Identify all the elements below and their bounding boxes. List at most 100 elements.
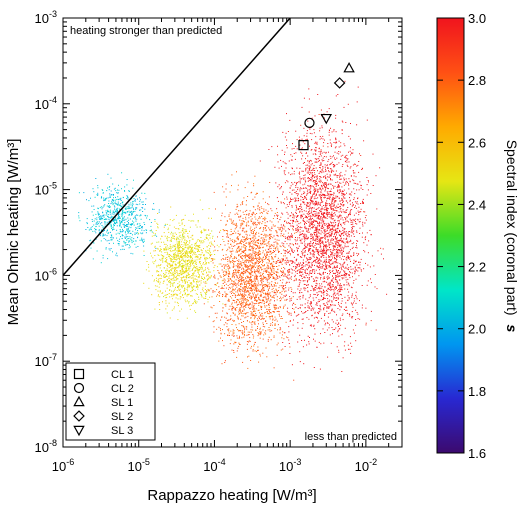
scatter-point — [101, 225, 103, 226]
scatter-point — [327, 277, 329, 279]
scatter-point — [237, 347, 239, 349]
scatter-point — [206, 279, 208, 281]
scatter-point — [242, 311, 244, 312]
scatter-point — [326, 184, 327, 186]
scatter-point — [93, 209, 95, 210]
scatter-point — [257, 245, 259, 247]
scatter-point — [296, 224, 298, 226]
scatter-point — [237, 317, 239, 319]
scatter-point — [182, 271, 184, 273]
scatter-point — [344, 231, 346, 233]
scatter-point — [351, 296, 353, 298]
scatter-point — [276, 271, 278, 273]
scatter-point — [96, 250, 98, 252]
scatter-point — [250, 279, 252, 280]
scatter-point — [267, 282, 269, 284]
scatter-point — [249, 245, 251, 247]
scatter-point — [281, 260, 283, 262]
scatter-point — [186, 268, 188, 269]
scatter-point — [178, 267, 180, 269]
scatter-point — [185, 271, 187, 273]
scatter-point — [92, 258, 94, 260]
scatter-point — [200, 292, 202, 294]
scatter-point — [170, 258, 172, 260]
scatter-point — [232, 306, 234, 308]
scatter-point — [287, 272, 289, 274]
scatter-point — [246, 348, 248, 350]
scatter-point — [253, 345, 255, 347]
scatter-point — [296, 270, 298, 272]
scatter-point — [237, 280, 239, 281]
scatter-point — [297, 189, 299, 191]
scatter-point — [330, 252, 332, 254]
scatter-point — [338, 275, 340, 277]
scatter-point — [157, 247, 159, 249]
scatter-point — [110, 217, 112, 219]
scatter-point — [200, 242, 202, 244]
scatter-point — [153, 250, 155, 252]
scatter-point — [317, 217, 319, 219]
scatter-point — [295, 267, 297, 269]
scatter-point — [230, 251, 232, 253]
scatter-point — [185, 263, 187, 265]
scatter-point — [269, 266, 271, 268]
scatter-point — [258, 258, 260, 260]
scatter-point — [243, 255, 245, 257]
scatter-point — [245, 233, 247, 235]
scatter-point — [234, 213, 236, 215]
scatter-point — [238, 270, 239, 272]
scatter-point — [218, 295, 220, 297]
scatter-point — [254, 253, 256, 255]
scatter-point — [150, 243, 152, 245]
scatter-point — [273, 367, 275, 369]
scatter-point — [333, 215, 335, 217]
scatter-point — [262, 299, 264, 301]
scatter-point — [322, 193, 323, 195]
scatter-point — [187, 260, 189, 262]
scatter-point — [94, 228, 96, 230]
scatter-point — [331, 263, 333, 265]
scatter-point — [184, 246, 186, 248]
scatter-point — [181, 235, 183, 237]
scatter-point — [333, 296, 335, 298]
scatter-point — [243, 326, 244, 328]
scatter-point — [191, 275, 193, 277]
scatter-point — [226, 259, 228, 260]
scatter-point — [257, 328, 258, 329]
scatter-point — [135, 207, 137, 209]
scatter-point — [197, 280, 199, 282]
scatter-point — [159, 258, 161, 260]
scatter-point — [192, 269, 194, 271]
scatter-point — [347, 181, 348, 183]
scatter-point — [137, 226, 139, 228]
scatter-point — [258, 333, 260, 335]
scatter-point — [326, 281, 328, 283]
scatter-point — [132, 223, 134, 225]
scatter-point — [242, 310, 244, 312]
scatter-point — [264, 305, 266, 307]
scatter-point — [236, 249, 237, 251]
scatter-point — [234, 302, 236, 304]
scatter-point — [214, 258, 216, 260]
scatter-point — [119, 218, 121, 219]
scatter-point — [187, 275, 189, 277]
scatter-point — [190, 257, 191, 259]
scatter-point — [210, 241, 212, 243]
scatter-point — [224, 279, 226, 281]
scatter-point — [324, 290, 326, 292]
scatter-point — [195, 286, 197, 288]
scatter-point — [310, 308, 312, 310]
scatter-point — [318, 173, 320, 174]
scatter-point — [285, 230, 287, 232]
scatter-point — [244, 305, 246, 307]
scatter-point — [241, 304, 243, 306]
scatter-point — [220, 263, 222, 265]
scatter-point — [133, 221, 135, 223]
scatter-point — [252, 198, 254, 200]
scatter-point — [337, 184, 339, 186]
scatter-point — [166, 239, 168, 241]
scatter-point — [90, 197, 91, 199]
scatter-point — [277, 291, 278, 293]
scatter-point — [343, 309, 345, 310]
scatter-point — [240, 215, 242, 217]
